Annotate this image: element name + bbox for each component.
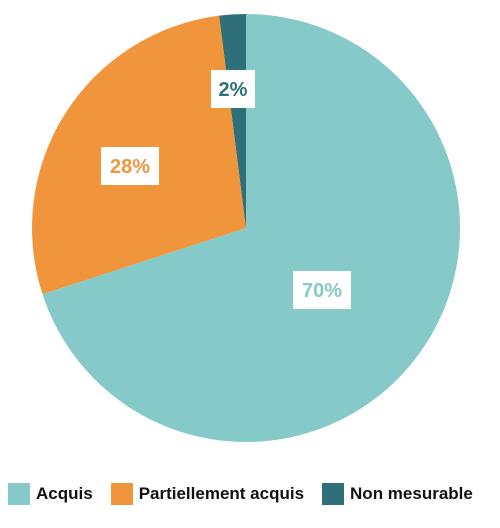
legend-item-non-mesurable: Non mesurable [322, 483, 473, 505]
slice-label-text: 28% [110, 156, 150, 178]
legend: Acquis Partiellement acquis Non mesurabl… [8, 483, 473, 505]
slice-label-non-mesurable: 2% [211, 70, 255, 108]
pie-chart: 70% 28% 2% [31, 14, 460, 442]
slice-label-box [101, 147, 159, 185]
legend-swatch-partiellement-acquis [110, 483, 133, 505]
legend-item-partiellement-acquis: Partiellement acquis [110, 483, 305, 505]
legend-swatch-acquis [8, 483, 30, 505]
legend-label-partiellement-acquis: Partiellement acquis [138, 484, 305, 503]
slice-label-box [293, 271, 351, 309]
slice-acquis [42, 14, 460, 442]
slice-label-partiellement-acquis: 28% [101, 147, 159, 185]
slice-label-text: 70% [302, 280, 342, 302]
slice-non-mesurable [219, 14, 246, 228]
pie-labels: 70% 28% 2% [101, 70, 351, 309]
slice-label-acquis: 70% [293, 271, 351, 309]
legend-item-acquis: Acquis [8, 483, 93, 505]
legend-label-acquis: Acquis [36, 484, 93, 503]
legend-label-non-mesurable: Non mesurable [350, 484, 473, 503]
slice-label-box [211, 70, 255, 108]
legend-swatch-non-mesurable [322, 483, 345, 505]
slice-label-text: 2% [219, 79, 248, 101]
